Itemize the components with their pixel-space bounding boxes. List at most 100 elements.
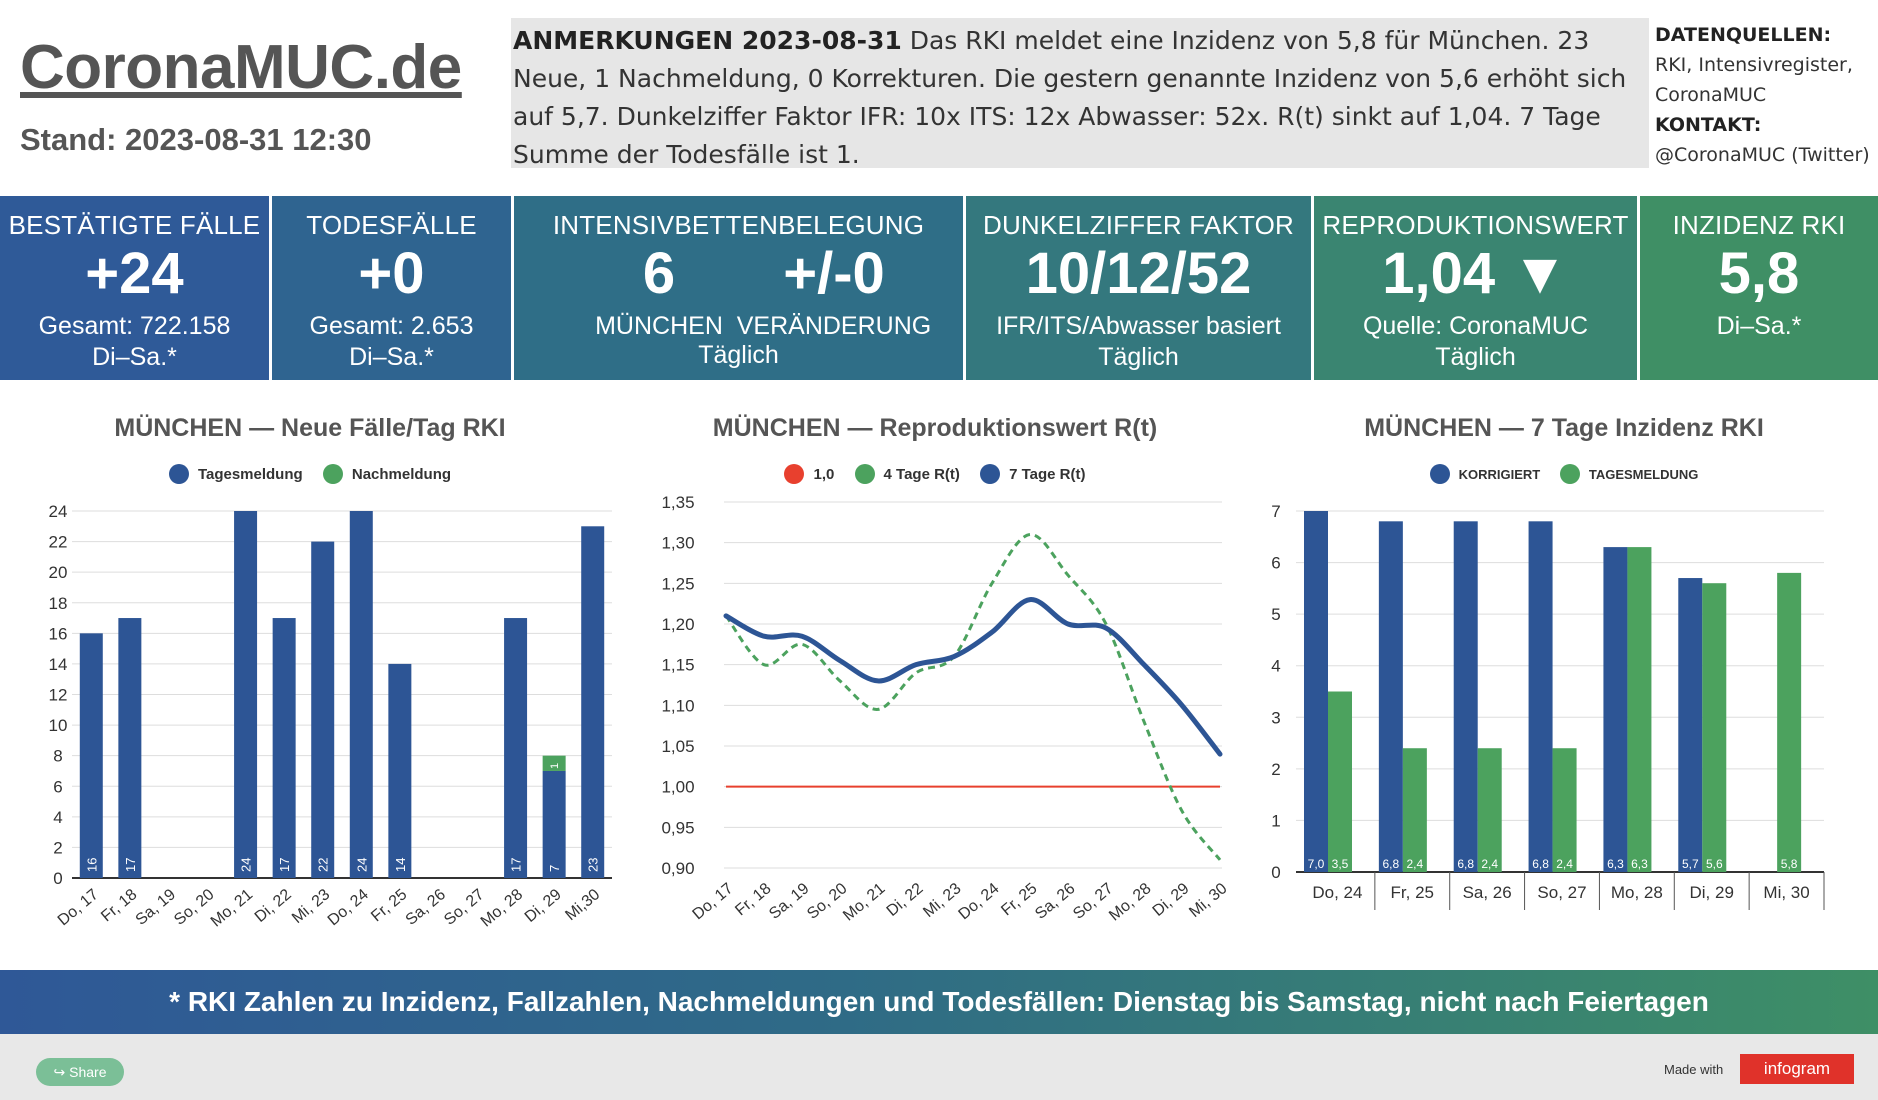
share-button[interactable]: ↪ Share: [36, 1058, 124, 1086]
bar-data-label: 2,4: [1556, 857, 1573, 871]
bar-tagesmeldung: [1627, 547, 1652, 872]
chart-incidence-plot: 0 1 2 3 4 5 6 7 7,0 3,5 Do, 24 6,8 2,4 Fr, 25 6,8 2,4 Sa…: [1271, 502, 1825, 910]
legend-dot-green: [1559, 464, 1580, 484]
legend-label-7day: 7 Tage R(t): [1009, 465, 1086, 483]
sources-label: DATENQUELLEN:: [1655, 24, 1832, 46]
kpi-incidence-period: Di–Sa.*: [1716, 312, 1802, 340]
legend-item-tagesmeldung[interactable]: TAGESMELDUNG: [1559, 464, 1698, 484]
y-tick-label: 22: [49, 533, 68, 552]
bar-data-label: 17: [277, 858, 292, 872]
legend-label-4day: 4 Tage R(t): [883, 465, 960, 483]
chart-incidence: MÜNCHEN — 7 Tage Inzidenz RKI KORRIGIERT…: [1250, 380, 1878, 970]
kpi-dark-title: DUNKELZIFFER FAKTOR: [982, 210, 1295, 240]
y-tick-label: 1,25: [661, 574, 694, 593]
y-tick-label: 16: [49, 624, 68, 643]
series-line-4day: [724, 533, 1222, 861]
x-tick-label: Di, 29: [1690, 883, 1734, 902]
legend-item-nachmeldung[interactable]: Nachmeldung: [322, 464, 452, 484]
x-tick-label: Mo, 28: [1106, 880, 1154, 925]
chart-new-cases-title: MÜNCHEN — Neue Fälle/Tag RKI: [114, 414, 506, 442]
legend-dot-blue: [1429, 464, 1450, 484]
bar-korrigiert: [1528, 521, 1553, 872]
bar-data-label: 5,6: [1706, 857, 1723, 871]
kpi-icu-title: INTENSIVBETTENBELEGUNG: [552, 210, 925, 240]
y-tick-label: 12: [49, 686, 68, 705]
x-tick-label: Sa, 19: [766, 880, 812, 923]
y-tick-label: 2: [1271, 760, 1280, 779]
y-tick-label: 1,35: [661, 493, 694, 512]
x-tick-label: Sa, 26: [1463, 883, 1512, 902]
x-tick-label: Di, 22: [884, 880, 927, 920]
chart-repro-legend: 1,0 4 Tage R(t) 7 Tage R(t): [620, 464, 1250, 488]
legend-item-baseline[interactable]: 1,0: [784, 464, 834, 484]
bottom-bar: ↪ Share Made with infogram: [0, 1034, 1878, 1100]
bar-data-label: 6,8: [1457, 857, 1474, 871]
site-title-link[interactable]: CoronaMUC.de: [20, 33, 462, 102]
share-label: Share: [69, 1064, 107, 1080]
chart-incidence-title: MÜNCHEN — 7 Tage Inzidenz RKI: [1364, 414, 1764, 442]
legend-item-4day[interactable]: 4 Tage R(t): [854, 464, 960, 484]
bar-data-label: 17: [123, 858, 138, 872]
legend-item-7day[interactable]: 7 Tage R(t): [980, 464, 1086, 484]
bar-tagesmeldung: [388, 663, 412, 878]
bar-data-label: 7: [547, 865, 562, 872]
x-tick-label: Mi, 30: [1186, 880, 1230, 921]
x-tick-label: Do, 17: [690, 880, 737, 923]
kpi-deaths: TODESFÄLLE +0 Gesamt: 2.653 Di–Sa.*: [272, 196, 514, 380]
bar-tagesmeldung: [581, 526, 605, 878]
x-tick-label: Do, 24: [325, 886, 372, 929]
bar-tagesmeldung: [1402, 748, 1427, 872]
x-tick-label: Mo, 21: [840, 880, 888, 925]
kpi-repro: REPRODUKTIONSWERT 1,04 ▼ Quelle: CoronaM…: [1314, 196, 1640, 380]
y-tick-label: 7: [1271, 502, 1280, 521]
kpi-incidence: INZIDENZ RKI 5,8 Di–Sa.*: [1640, 196, 1878, 380]
kpi-repro-source: Quelle: CoronaMUC: [1362, 312, 1589, 340]
kpi-repro-title: REPRODUKTIONSWERT: [1322, 210, 1629, 240]
bar-tagesmeldung: [542, 770, 566, 878]
y-tick-label: 10: [49, 716, 68, 735]
infogram-logo-link[interactable]: infogram: [1740, 1054, 1854, 1084]
bar-tagesmeldung: [234, 511, 258, 878]
legend-item-tagesmeldung[interactable]: Tagesmeldung: [168, 464, 303, 484]
x-tick-label: Di, 29: [1150, 880, 1193, 920]
bar-data-label: 6,3: [1631, 857, 1648, 871]
bar-tagesmeldung: [349, 511, 373, 878]
bar-data-label: 5,7: [1682, 857, 1699, 871]
kpi-icu-value-change-display: +/-0: [783, 241, 885, 306]
x-tick-label: So, 27: [1537, 883, 1586, 902]
x-tick-label: Sa, 26: [1032, 880, 1078, 923]
legend-item-korrigiert[interactable]: KORRIGIERT: [1429, 464, 1541, 484]
footer-note-banner: * RKI Zahlen zu Inzidenz, Fallzahlen, Na…: [0, 970, 1878, 1034]
chart-repro-title: MÜNCHEN — Reproduktionswert R(t): [712, 414, 1158, 442]
x-tick-label: Mi, 23: [920, 880, 964, 921]
y-tick-label: 20: [49, 563, 68, 582]
bar-tagesmeldung: [272, 618, 296, 878]
kpi-deaths-total: Gesamt: 2.653: [309, 312, 474, 340]
legend-label-nachmeldung: Nachmeldung: [351, 465, 452, 483]
kpi-repro-period: Täglich: [1435, 343, 1516, 371]
y-tick-label: 8: [53, 747, 62, 766]
x-tick-label: Do, 24: [956, 880, 1003, 923]
kpi-deaths-title: TODESFÄLLE: [306, 210, 477, 240]
y-tick-label: 0: [53, 869, 62, 888]
x-tick-label: Sa, 26: [403, 886, 449, 929]
y-tick-label: 1: [1271, 811, 1280, 830]
bar-data-label: 14: [393, 858, 408, 872]
x-tick-label: Fr, 25: [1391, 883, 1434, 902]
y-tick-label: 1,30: [661, 534, 694, 553]
kpi-cases-value: +24: [85, 241, 184, 306]
bar-data-label: 6,3: [1607, 857, 1624, 871]
bar-korrigiert: [1304, 511, 1328, 872]
y-tick-label: 1,15: [661, 656, 694, 675]
kpi-cases: BESTÄTIGTE FÄLLE +24 Gesamt: 722.158 Di–…: [0, 196, 272, 380]
legend-label-korrigiert: KORRIGIERT: [1458, 466, 1541, 482]
contact-label: KONTAKT:: [1655, 114, 1762, 136]
x-tick-label: Fr, 18: [98, 886, 140, 925]
chart-repro-plot: 0,90 0,95 1,00 1,05 1,10 1,15 1,20 1,25 1,30 1,35…: [661, 493, 1230, 925]
kpi-deaths-value: +0: [358, 241, 425, 306]
y-tick-label: 24: [49, 502, 68, 521]
x-tick-label: Mo, 28: [1611, 883, 1663, 902]
y-tick-label: 0,95: [661, 818, 694, 837]
legend-dot-green: [322, 464, 343, 484]
kpi-icu-label-change: VERÄNDERUNG: [736, 312, 932, 340]
